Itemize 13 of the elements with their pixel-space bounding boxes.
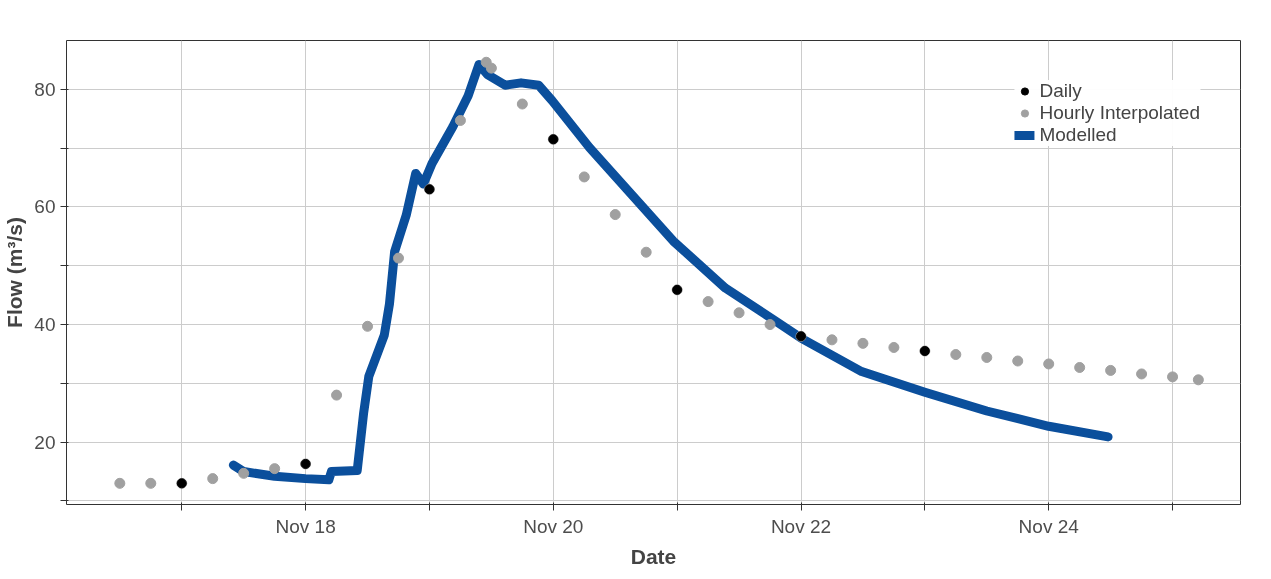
legend-label: Modelled	[1039, 124, 1117, 146]
x-tick-label: Nov 20	[523, 515, 584, 537]
y-tick-label: 40	[34, 314, 56, 336]
x-tick-label: Nov 18	[275, 515, 336, 537]
legend-label: Hourly Interpolated	[1039, 102, 1200, 124]
legend-label: Daily	[1039, 80, 1082, 102]
x-tick-label: Nov 24	[1018, 515, 1080, 537]
y-tick-label: 20	[34, 431, 56, 453]
y-tick-label: 60	[34, 196, 56, 218]
y-axis-title: Flow (m³/s)	[3, 217, 27, 328]
x-axis-title: Date	[630, 544, 677, 568]
x-tick-label: Nov 22	[770, 515, 832, 537]
y-tick-label: 80	[34, 78, 56, 100]
